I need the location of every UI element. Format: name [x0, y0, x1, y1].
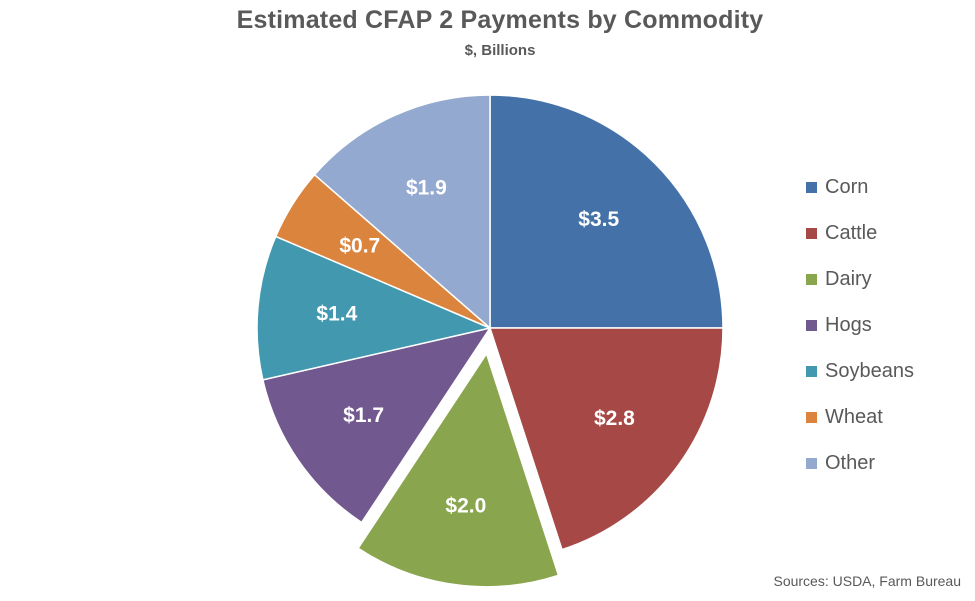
legend-item-dairy: Dairy: [806, 256, 914, 302]
pie-slice-corn: [489, 94, 724, 329]
legend-label-wheat: Wheat: [825, 405, 883, 428]
legend-label-cattle: Cattle: [825, 221, 878, 244]
legend-swatch-soybeans: [806, 365, 817, 377]
data-label-cattle: $2.8: [594, 407, 635, 430]
data-label-wheat: $0.7: [339, 235, 380, 258]
legend-item-other: Other: [806, 440, 914, 486]
data-label-dairy: $2.0: [445, 495, 486, 518]
pie-slice-soybeans: [256, 235, 493, 381]
legend-item-hogs: Hogs: [806, 302, 914, 348]
legend-item-wheat: Wheat: [806, 394, 914, 440]
legend-item-corn: Corn: [806, 164, 914, 210]
legend-swatch-hogs: [806, 319, 817, 331]
legend-swatch-dairy: [806, 273, 817, 285]
chart-title: Estimated CFAP 2 Payments by Commodity: [236, 6, 764, 34]
legend-item-cattle: Cattle: [806, 210, 914, 256]
legend-swatch-corn: [806, 181, 817, 193]
pie-slice-cattle: [488, 327, 724, 551]
legend-label-soybeans: Soybeans: [825, 359, 914, 382]
data-label-hogs: $1.7: [343, 404, 384, 427]
legend-label-corn: Corn: [825, 175, 869, 198]
data-label-soybeans: $1.4: [316, 303, 357, 326]
data-label-other: $1.9: [406, 176, 447, 199]
legend-label-hogs: Hogs: [825, 313, 872, 336]
source-note: Sources: USDA, Farm Bureau: [773, 573, 961, 589]
legend-swatch-other: [806, 457, 817, 469]
legend-swatch-cattle: [806, 227, 817, 239]
legend-swatch-wheat: [806, 411, 817, 423]
data-label-corn: $3.5: [578, 208, 619, 231]
pie-slice-other: [313, 94, 491, 330]
legend-label-other: Other: [825, 451, 876, 474]
chart-subtitle: $, Billions: [464, 42, 536, 59]
pie-slice-hogs: [261, 326, 492, 524]
pie-slice-dairy: [357, 352, 560, 588]
legend-item-soybeans: Soybeans: [806, 348, 914, 394]
chart-legend: Corn Cattle Dairy Hogs Soybeans Wheat Other: [806, 164, 914, 486]
legend-label-dairy: Dairy: [825, 267, 872, 290]
